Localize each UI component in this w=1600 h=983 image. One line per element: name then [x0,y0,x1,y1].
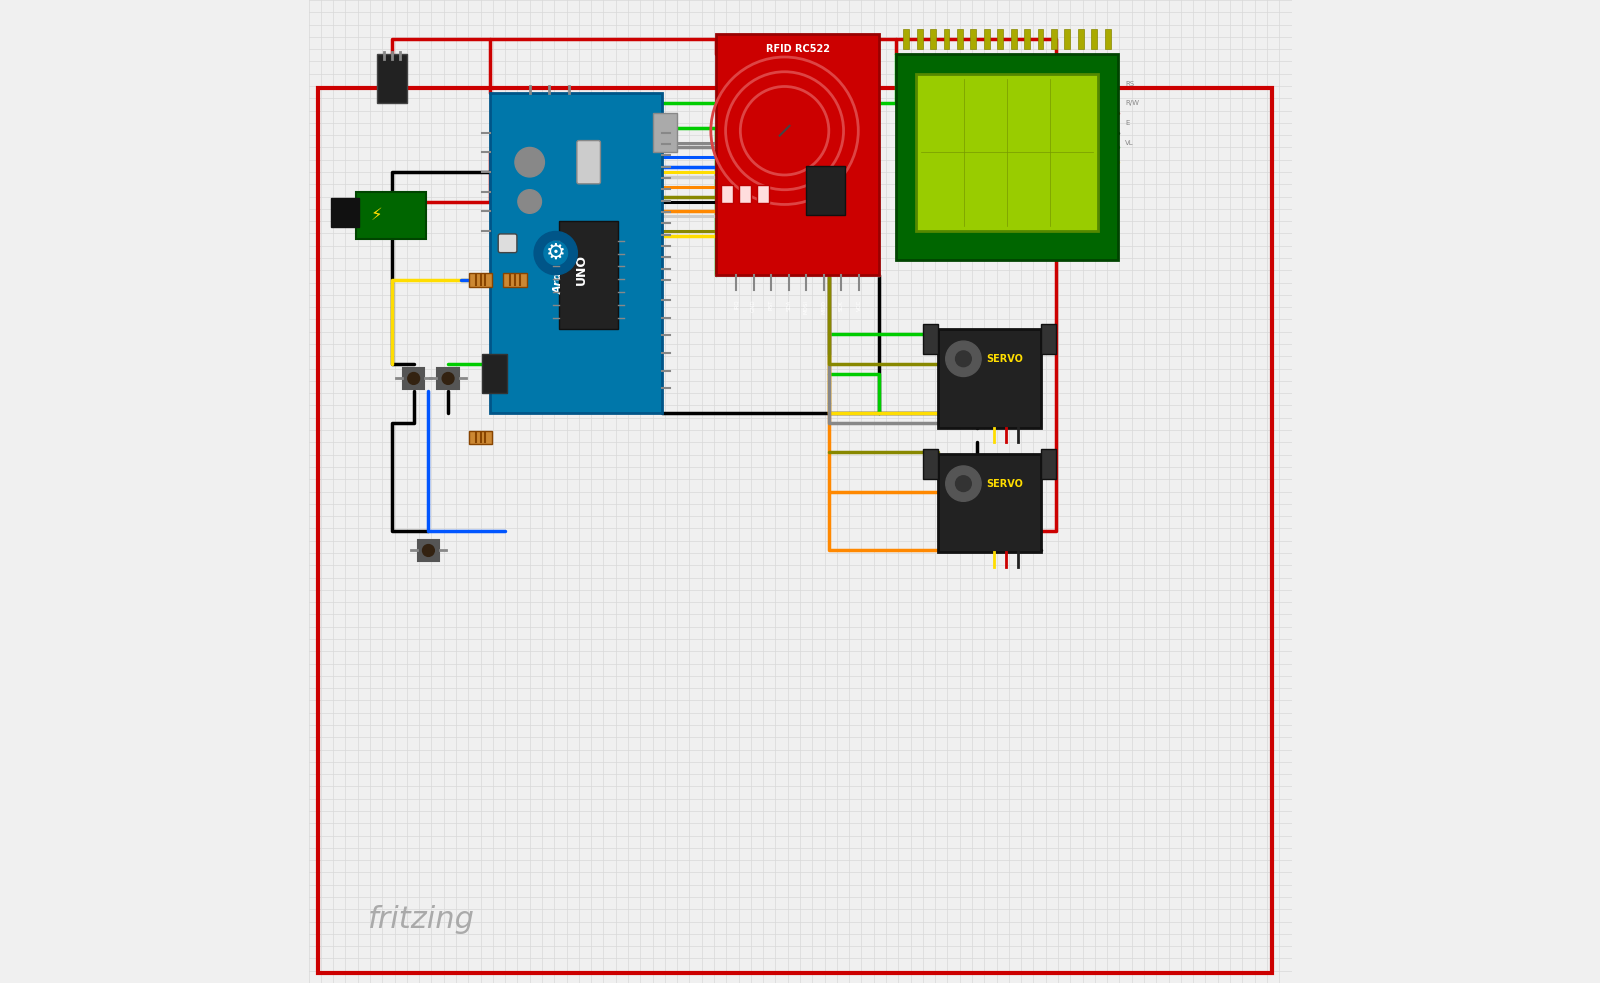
Circle shape [408,373,419,384]
Circle shape [955,476,971,492]
Text: SDA: SDA [786,300,792,312]
FancyBboxPatch shape [469,431,493,444]
Text: VL: VL [1125,140,1134,145]
Text: R/W: R/W [1125,100,1139,106]
Text: SCK: SCK [838,300,843,311]
Text: SERVO: SERVO [986,479,1022,489]
FancyBboxPatch shape [418,540,440,561]
FancyBboxPatch shape [944,29,949,49]
FancyBboxPatch shape [653,113,677,152]
FancyBboxPatch shape [355,192,427,239]
FancyBboxPatch shape [1024,29,1030,49]
FancyBboxPatch shape [1037,29,1043,49]
FancyBboxPatch shape [722,185,733,203]
FancyBboxPatch shape [1064,29,1070,49]
Text: E: E [1125,120,1130,126]
FancyBboxPatch shape [1104,29,1110,49]
FancyBboxPatch shape [938,329,1042,428]
Circle shape [946,341,981,376]
FancyBboxPatch shape [498,234,517,253]
FancyBboxPatch shape [1078,29,1083,49]
FancyBboxPatch shape [1042,449,1056,479]
FancyBboxPatch shape [331,198,358,227]
Text: GND: GND [750,300,757,313]
FancyBboxPatch shape [930,29,936,49]
FancyBboxPatch shape [490,93,662,413]
FancyBboxPatch shape [923,449,938,479]
FancyBboxPatch shape [739,185,750,203]
Text: IRQ: IRQ [734,300,739,310]
FancyBboxPatch shape [1091,29,1098,49]
FancyBboxPatch shape [904,29,909,49]
Circle shape [534,232,578,275]
FancyBboxPatch shape [923,324,938,354]
Circle shape [442,373,454,384]
Text: RS: RS [1125,81,1134,87]
FancyBboxPatch shape [997,29,1003,49]
FancyBboxPatch shape [1011,29,1016,49]
Circle shape [422,545,434,556]
Circle shape [515,147,544,177]
FancyBboxPatch shape [469,273,493,287]
FancyBboxPatch shape [938,454,1042,552]
FancyBboxPatch shape [1051,29,1058,49]
Circle shape [946,466,981,501]
Circle shape [955,351,971,367]
Text: ⚡: ⚡ [371,206,382,224]
Text: ⚙: ⚙ [546,243,566,263]
FancyBboxPatch shape [403,368,424,389]
Circle shape [544,242,568,265]
Text: UNO: UNO [574,254,589,285]
FancyBboxPatch shape [917,29,923,49]
FancyBboxPatch shape [483,354,507,393]
Circle shape [518,190,541,213]
FancyBboxPatch shape [717,34,878,275]
FancyBboxPatch shape [378,54,406,103]
FancyBboxPatch shape [578,141,600,184]
Text: fritzing: fritzing [368,904,475,934]
FancyBboxPatch shape [915,74,1098,231]
FancyBboxPatch shape [984,29,990,49]
FancyBboxPatch shape [970,29,976,49]
FancyBboxPatch shape [437,368,459,389]
Text: MOSI: MOSI [803,300,810,314]
Text: MISO: MISO [821,300,826,314]
FancyBboxPatch shape [502,273,526,287]
FancyBboxPatch shape [896,54,1117,260]
FancyBboxPatch shape [806,166,845,215]
FancyBboxPatch shape [1042,324,1056,354]
Text: VCC: VCC [856,300,861,311]
FancyBboxPatch shape [957,29,963,49]
Text: Arduino: Arduino [554,245,565,294]
FancyBboxPatch shape [558,221,618,329]
Text: RFID RC522: RFID RC522 [765,44,829,54]
Text: SERVO: SERVO [986,354,1022,364]
FancyBboxPatch shape [757,185,768,203]
Text: RST: RST [768,300,774,311]
